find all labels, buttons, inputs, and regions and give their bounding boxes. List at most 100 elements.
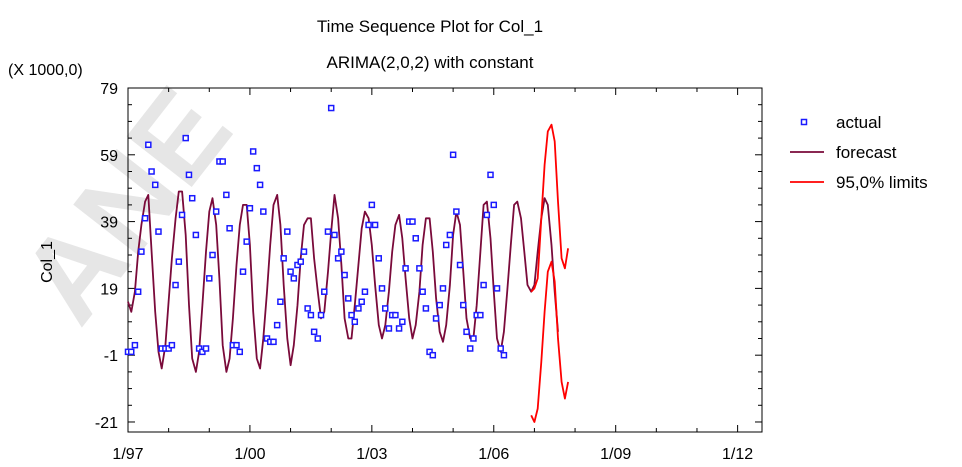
series-layer: [124, 104, 569, 423]
actual-point: [192, 231, 200, 239]
actual-point: [226, 225, 233, 232]
legend-label: actual: [836, 113, 881, 132]
actual-point: [175, 258, 183, 265]
x-tick-label: 1/00: [234, 446, 265, 463]
x-tick-label: 1/12: [722, 446, 753, 463]
actual-point: [165, 345, 172, 352]
lower-limit-line: [530, 260, 569, 423]
actual-point: [209, 251, 216, 259]
actual-point: [338, 248, 345, 255]
actual-point: [324, 228, 332, 235]
actual-point: [449, 151, 457, 159]
actual-point: [284, 228, 291, 235]
actual-point: [375, 255, 383, 262]
actual-point: [442, 241, 450, 249]
actual-point: [493, 285, 501, 292]
actual-point: [233, 341, 240, 349]
actual-point: [168, 341, 176, 349]
actual-point: [422, 305, 430, 312]
actual-point: [300, 248, 308, 255]
actual-point: [290, 275, 298, 282]
actual-point: [399, 318, 406, 326]
y-tick-label: 19: [100, 281, 118, 298]
actual-point: [307, 311, 315, 319]
y-tick-label: -1: [104, 348, 118, 365]
actual-point: [382, 305, 389, 312]
actual-point: [294, 261, 301, 269]
actual-point: [148, 168, 155, 175]
axis-ticks: [127, 87, 762, 432]
actual-point: [371, 221, 379, 229]
actual-point: [348, 311, 355, 319]
actual-point: [483, 211, 491, 219]
x-tick-label: 1/09: [600, 446, 631, 463]
actual-point: [151, 181, 159, 189]
actual-point: [253, 164, 261, 172]
actual-point: [453, 208, 460, 215]
actual-point: [128, 348, 135, 356]
actual-point: [470, 335, 477, 342]
upper-limit-line: [530, 123, 569, 293]
actual-point: [331, 231, 338, 239]
legend-label: forecast: [836, 143, 897, 162]
actual-point: [355, 305, 362, 312]
actual-point: [341, 271, 348, 279]
actual-point: [297, 258, 304, 265]
actual-point: [141, 215, 149, 222]
actual-point: [199, 348, 206, 356]
actual-point: [287, 268, 294, 275]
actual-point: [270, 338, 277, 346]
actual-point: [446, 231, 454, 239]
legend: actual forecast 95,0% limits: [790, 113, 928, 192]
actual-point: [206, 275, 213, 282]
x-tick-label: 1/03: [356, 446, 387, 463]
y-tick-label: -21: [95, 415, 118, 432]
x-tick-label: 1/06: [478, 446, 509, 463]
actual-point: [246, 204, 254, 212]
actual-point: [256, 181, 264, 189]
y-tick-label: 79: [100, 81, 118, 98]
y-tick-labels: -21 -1 19 39 59 79: [95, 81, 118, 432]
actual-point: [477, 311, 484, 319]
actual-point: [310, 328, 318, 336]
actual-point: [480, 281, 487, 289]
actual-point: [155, 228, 162, 235]
actual-point: [361, 288, 369, 295]
actual-point: [172, 281, 179, 289]
actual-point: [466, 345, 474, 352]
y-tick-label: 59: [100, 148, 118, 165]
y-tick-label: 39: [100, 215, 118, 232]
x-tick-label: 1/97: [112, 446, 143, 463]
actual-point: [263, 335, 271, 342]
actual-point: [392, 311, 399, 319]
actual-point: [321, 288, 328, 295]
actual-point: [219, 158, 226, 165]
actual-point: [327, 104, 335, 112]
actual-point: [490, 201, 498, 209]
actual-point: [402, 265, 409, 272]
actual-point: [188, 194, 196, 202]
actual-point: [334, 255, 342, 262]
actual-point: [138, 248, 145, 255]
chart-subtitle: ARIMA(2,0,2) with constant: [327, 53, 534, 72]
actual-point: [432, 315, 440, 322]
actual-point: [185, 171, 193, 179]
actual-point: [249, 148, 257, 155]
actual-point: [277, 298, 284, 305]
actual-point: [412, 235, 419, 242]
actual-point: [456, 261, 464, 269]
actual-point: [134, 288, 142, 295]
actual-point: [368, 201, 376, 209]
x-tick-labels: 1/97 1/00 1/03 1/06 1/09 1/12: [112, 446, 753, 463]
actual-point: [236, 348, 244, 356]
actual-point: [212, 208, 220, 215]
y-axis-label: Col_1: [39, 241, 56, 283]
actual-point: [345, 295, 352, 302]
actual-point: [202, 345, 210, 352]
actual-point: [358, 298, 365, 305]
actual-point: [416, 265, 423, 272]
plot-frame: [127, 87, 763, 433]
forecast-line: [127, 190, 559, 373]
actual-point: [223, 191, 230, 199]
